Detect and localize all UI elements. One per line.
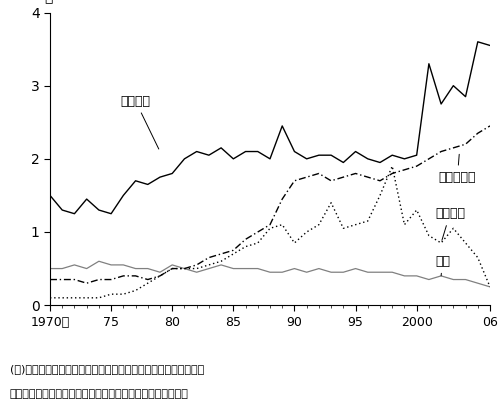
Text: (注)自然災害と技術的災害は災害疫学研究センター、経済危機と: (注)自然災害と技術的災害は災害疫学研究センター、経済危機と (10, 364, 204, 374)
Text: 技術的災害: 技術的災害 (438, 154, 476, 184)
Text: 自然災害: 自然災害 (120, 94, 159, 149)
Text: 戦争はラインハート教授らのデータベースより、筆者作成: 戦争はラインハート教授らのデータベースより、筆者作成 (10, 389, 189, 399)
Text: 件: 件 (44, 0, 52, 4)
Text: 経済危機: 経済危機 (435, 207, 465, 240)
Text: 戦争: 戦争 (435, 255, 450, 276)
